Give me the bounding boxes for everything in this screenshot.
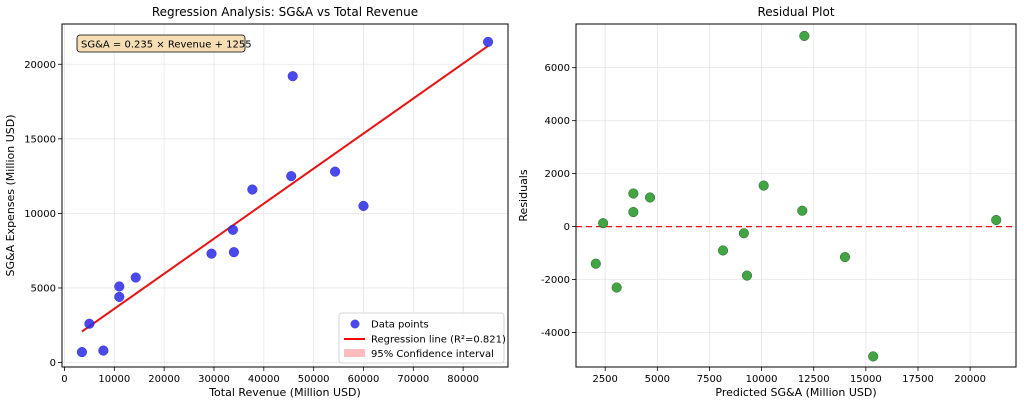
data-point bbox=[84, 318, 95, 329]
left-y-tick-label: 20000 bbox=[24, 60, 56, 71]
residual-point bbox=[741, 270, 753, 281]
right-plot-content bbox=[576, 30, 1016, 362]
data-point bbox=[228, 247, 239, 258]
left-y-tick-label: 0 bbox=[50, 358, 56, 369]
data-point bbox=[98, 345, 109, 356]
data-point bbox=[287, 71, 298, 82]
data-point bbox=[130, 272, 141, 283]
residual-chart: 2500 5000 7500 10000 12500 15000 17500 20000-40… bbox=[517, 5, 1017, 399]
right-x-tick-label: 5000 bbox=[645, 374, 670, 385]
residual-point bbox=[868, 351, 879, 362]
data-point bbox=[114, 281, 125, 292]
data-point bbox=[286, 171, 297, 182]
residual-point bbox=[991, 214, 1002, 226]
regression-chart: 0 10000 20000 30000 40000 50000 60000 70000 8000… bbox=[4, 5, 509, 399]
equation-label: SG&A = 0.235 × Revenue + 1255 bbox=[81, 40, 252, 51]
equation-box bbox=[76, 34, 246, 53]
right-axes-frame bbox=[575, 23, 1017, 368]
right-x-tick-label: 12500 bbox=[798, 374, 830, 385]
residual-point bbox=[839, 252, 851, 263]
right-y-tick-label: 6000 bbox=[545, 63, 570, 74]
residual-point bbox=[628, 207, 639, 218]
right-y-tick-label: 2000 bbox=[545, 169, 570, 180]
left-y-tick-label: 15000 bbox=[24, 134, 56, 145]
residual-point bbox=[797, 205, 808, 216]
data-point bbox=[227, 224, 238, 235]
data-point bbox=[358, 200, 369, 211]
right-ticks: 2500 5000 7500 10000 12500 15000 17500 20000-40… bbox=[541, 63, 986, 385]
right-x-tick-label: 2500 bbox=[592, 374, 617, 385]
left-ticks: 0 10000 20000 30000 40000 50000 60000 70000 8000… bbox=[24, 60, 479, 385]
regression-line bbox=[81, 45, 489, 333]
data-point bbox=[206, 248, 217, 259]
right-y-axis-label: Residuals bbox=[517, 169, 530, 221]
right-x-axis-label: Predicted SG&A (Million USD) bbox=[715, 386, 876, 399]
left-x-tick-label: 60000 bbox=[348, 374, 380, 385]
left-x-tick-label: 20000 bbox=[148, 374, 180, 385]
left-x-tick-label: 50000 bbox=[298, 374, 330, 385]
data-point bbox=[114, 291, 125, 302]
right-x-tick-label: 17500 bbox=[902, 374, 934, 385]
right-x-tick-label: 20000 bbox=[954, 374, 986, 385]
data-point bbox=[76, 347, 87, 358]
data-point bbox=[330, 166, 341, 177]
left-x-tick-label: 30000 bbox=[198, 374, 230, 385]
right-x-tick-label: 15000 bbox=[850, 374, 882, 385]
residual-point bbox=[758, 180, 769, 191]
residual-point bbox=[738, 228, 749, 239]
residual-point bbox=[717, 245, 729, 256]
left-chart-title: Regression Analysis: SG&A vs Total Reven… bbox=[152, 5, 418, 19]
residual-point bbox=[611, 282, 622, 293]
left-x-tick-label: 70000 bbox=[397, 374, 429, 385]
left-plot-content bbox=[76, 36, 494, 358]
left-x-axis-label: Total Revenue (Million USD) bbox=[208, 386, 361, 399]
residual-point bbox=[628, 188, 639, 199]
data-point bbox=[483, 36, 494, 47]
right-y-tick-label: -2000 bbox=[541, 275, 570, 286]
equation-annotation: SG&A = 0.235 × Revenue + 1255 bbox=[76, 34, 252, 53]
left-y-tick-label: 10000 bbox=[24, 209, 56, 220]
right-grid bbox=[576, 24, 1016, 367]
legend-marker-data-points bbox=[350, 319, 360, 329]
residual-point bbox=[598, 218, 609, 229]
right-y-tick-label: 0 bbox=[564, 222, 570, 233]
residual-point bbox=[799, 30, 810, 41]
right-x-tick-label: 7500 bbox=[697, 374, 722, 385]
right-y-tick-label: 4000 bbox=[545, 116, 570, 127]
legend: Data points Regression line (R²=0.821) 9… bbox=[338, 312, 506, 364]
residual-point bbox=[644, 192, 656, 203]
left-y-tick-label: 5000 bbox=[31, 283, 56, 294]
legend-box bbox=[338, 312, 505, 364]
left-x-tick-label: 80000 bbox=[447, 374, 479, 385]
legend-marker-confidence-interval bbox=[344, 349, 365, 357]
legend-label-confidence-interval: 95% Confidence interval bbox=[371, 349, 494, 360]
left-axes-frame bbox=[61, 23, 509, 368]
right-y-tick-label: -4000 bbox=[541, 328, 570, 339]
left-x-tick-label: 10000 bbox=[98, 374, 130, 385]
left-x-tick-label: 40000 bbox=[248, 374, 280, 385]
left-x-tick-label: 0 bbox=[61, 374, 67, 385]
left-y-axis-label: SG&A Expenses (Million USD) bbox=[4, 114, 17, 276]
right-chart-title: Residual Plot bbox=[757, 5, 834, 19]
left-grid bbox=[62, 24, 508, 367]
legend-label-regression-line: Regression line (R²=0.821) bbox=[371, 335, 506, 346]
data-point bbox=[247, 184, 258, 195]
legend-label-data-points: Data points bbox=[371, 320, 429, 331]
residual-point bbox=[590, 258, 601, 269]
right-x-tick-label: 10000 bbox=[746, 374, 778, 385]
